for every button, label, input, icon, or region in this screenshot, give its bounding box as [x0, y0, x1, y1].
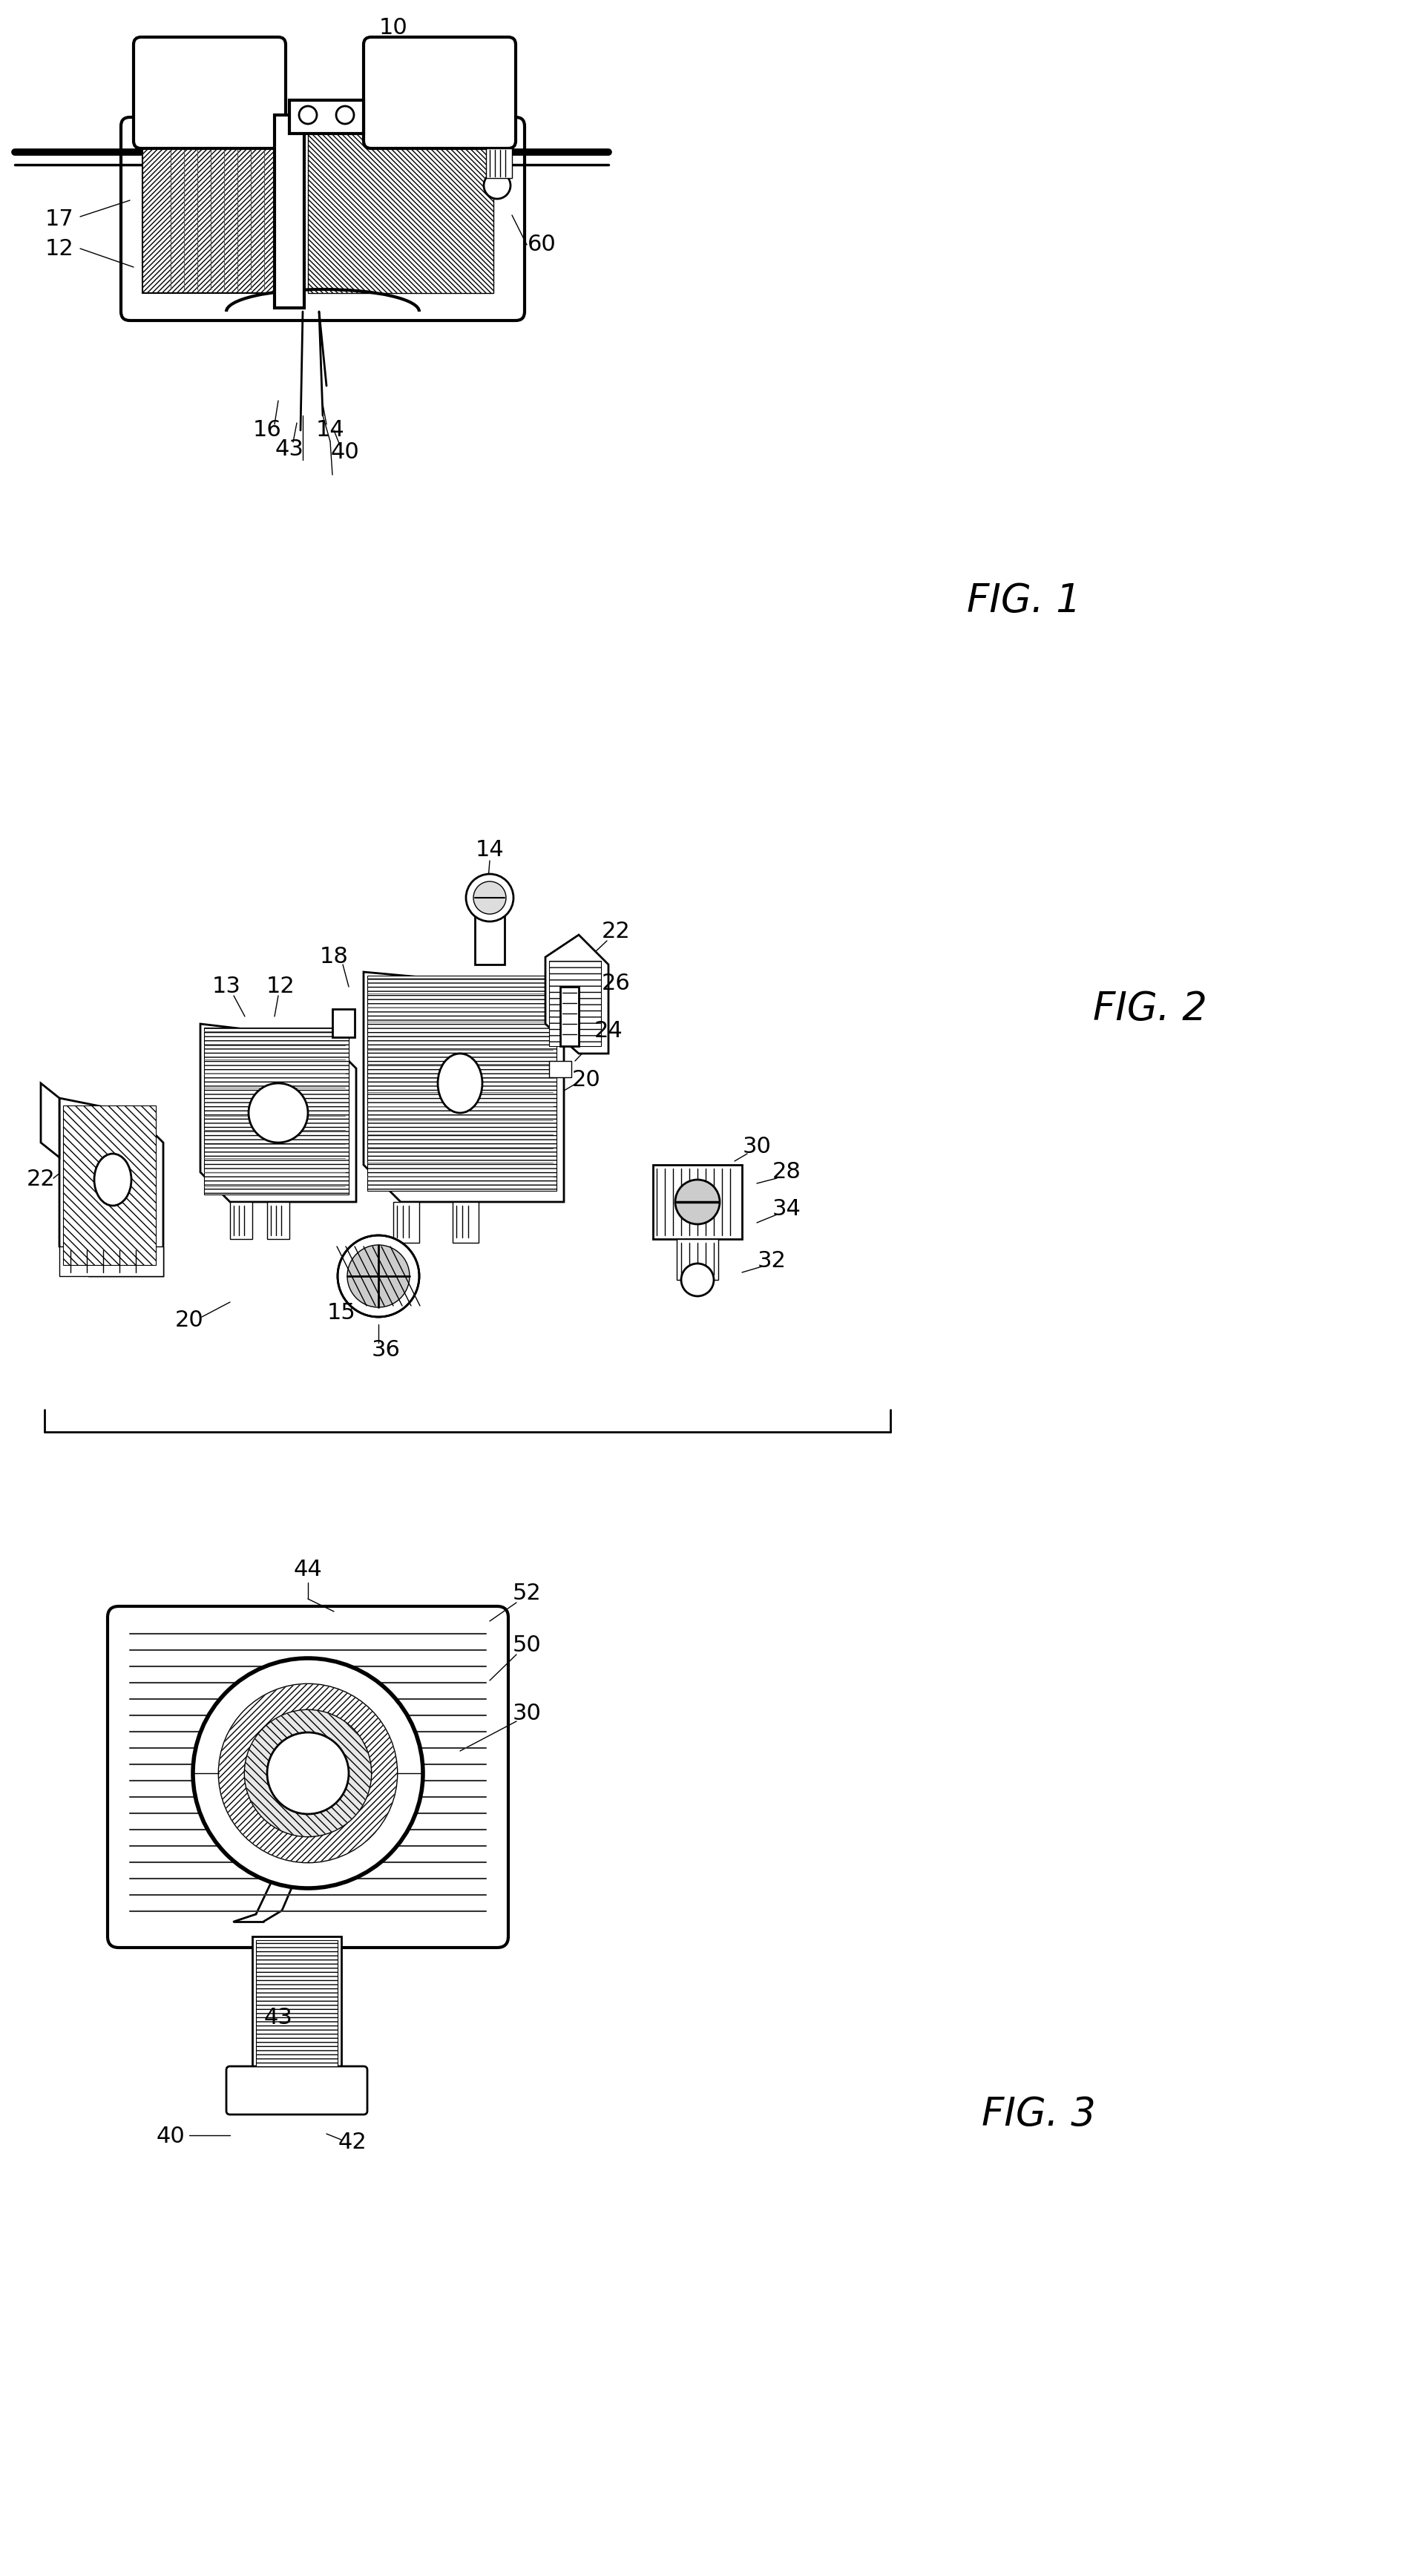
Bar — [229, 1203, 252, 1239]
Text: 43: 43 — [263, 2007, 293, 2030]
Circle shape — [484, 173, 511, 198]
Bar — [474, 904, 504, 963]
Circle shape — [347, 1244, 409, 1306]
Bar — [333, 1010, 355, 1038]
Text: 18: 18 — [320, 945, 348, 969]
Bar — [366, 976, 556, 1190]
Circle shape — [681, 1262, 713, 1296]
Bar — [64, 1105, 156, 1265]
Bar — [560, 987, 579, 1046]
Bar — [393, 1203, 419, 1242]
Circle shape — [267, 1734, 348, 1814]
Text: 14: 14 — [316, 420, 344, 440]
Text: 60: 60 — [526, 234, 556, 255]
Circle shape — [473, 881, 505, 914]
Text: 12: 12 — [45, 237, 74, 260]
Polygon shape — [59, 1247, 163, 1275]
Bar — [453, 1203, 478, 1242]
Text: FIG. 2: FIG. 2 — [1092, 989, 1207, 1028]
Text: 16: 16 — [253, 420, 282, 440]
Polygon shape — [41, 1084, 59, 1157]
Polygon shape — [676, 1239, 717, 1280]
Text: 36: 36 — [371, 1340, 400, 1360]
Text: 15: 15 — [327, 1303, 355, 1324]
FancyBboxPatch shape — [133, 36, 286, 149]
Text: 20: 20 — [572, 1069, 600, 1090]
Bar — [143, 129, 299, 294]
Bar — [204, 1028, 348, 1195]
Text: 10: 10 — [379, 18, 408, 39]
Text: 40: 40 — [331, 443, 359, 464]
Text: 30: 30 — [741, 1136, 771, 1157]
Circle shape — [249, 1084, 308, 1144]
Text: 34: 34 — [771, 1198, 801, 1221]
Text: 43: 43 — [275, 438, 304, 459]
Bar — [256, 1940, 337, 2066]
Polygon shape — [545, 935, 608, 1054]
Text: 30: 30 — [512, 1703, 541, 1723]
Text: 17: 17 — [45, 209, 74, 229]
Polygon shape — [652, 1164, 741, 1239]
Circle shape — [675, 1180, 719, 1224]
Bar — [485, 149, 512, 178]
Circle shape — [337, 1236, 419, 1316]
Bar — [275, 116, 304, 309]
Circle shape — [245, 1710, 371, 1837]
Ellipse shape — [437, 1054, 483, 1113]
Circle shape — [219, 1685, 396, 1862]
Circle shape — [466, 873, 514, 922]
Circle shape — [192, 1659, 423, 1888]
Text: 44: 44 — [293, 1558, 323, 1579]
Text: 26: 26 — [601, 971, 630, 994]
Bar — [267, 1203, 289, 1239]
Ellipse shape — [95, 1154, 132, 1206]
Bar — [549, 961, 601, 1046]
Text: 32: 32 — [757, 1249, 785, 1273]
Text: 24: 24 — [594, 1020, 623, 1043]
Polygon shape — [364, 971, 563, 1203]
Polygon shape — [59, 1097, 163, 1275]
Text: 22: 22 — [601, 920, 630, 943]
Text: 13: 13 — [212, 976, 241, 997]
FancyBboxPatch shape — [108, 1607, 508, 1947]
Text: 12: 12 — [266, 976, 294, 997]
Text: 22: 22 — [27, 1170, 55, 1190]
Text: 28: 28 — [771, 1162, 801, 1182]
Text: 14: 14 — [475, 840, 504, 860]
Circle shape — [219, 1685, 396, 1862]
Text: FIG. 1: FIG. 1 — [966, 582, 1081, 621]
Text: 52: 52 — [512, 1582, 541, 1605]
Bar — [289, 100, 364, 134]
FancyBboxPatch shape — [226, 2066, 366, 2115]
Circle shape — [335, 106, 354, 124]
Polygon shape — [201, 1023, 357, 1203]
Text: 42: 42 — [338, 2133, 366, 2154]
Text: 40: 40 — [156, 2125, 185, 2148]
Text: FIG. 3: FIG. 3 — [981, 2094, 1095, 2133]
FancyBboxPatch shape — [364, 36, 515, 149]
Text: 20: 20 — [174, 1309, 204, 1332]
Bar — [308, 129, 494, 294]
Bar — [252, 1937, 341, 2071]
Text: 50: 50 — [512, 1636, 541, 1656]
FancyBboxPatch shape — [120, 118, 525, 319]
Circle shape — [245, 1710, 371, 1837]
Bar — [549, 1061, 572, 1077]
Circle shape — [299, 106, 317, 124]
